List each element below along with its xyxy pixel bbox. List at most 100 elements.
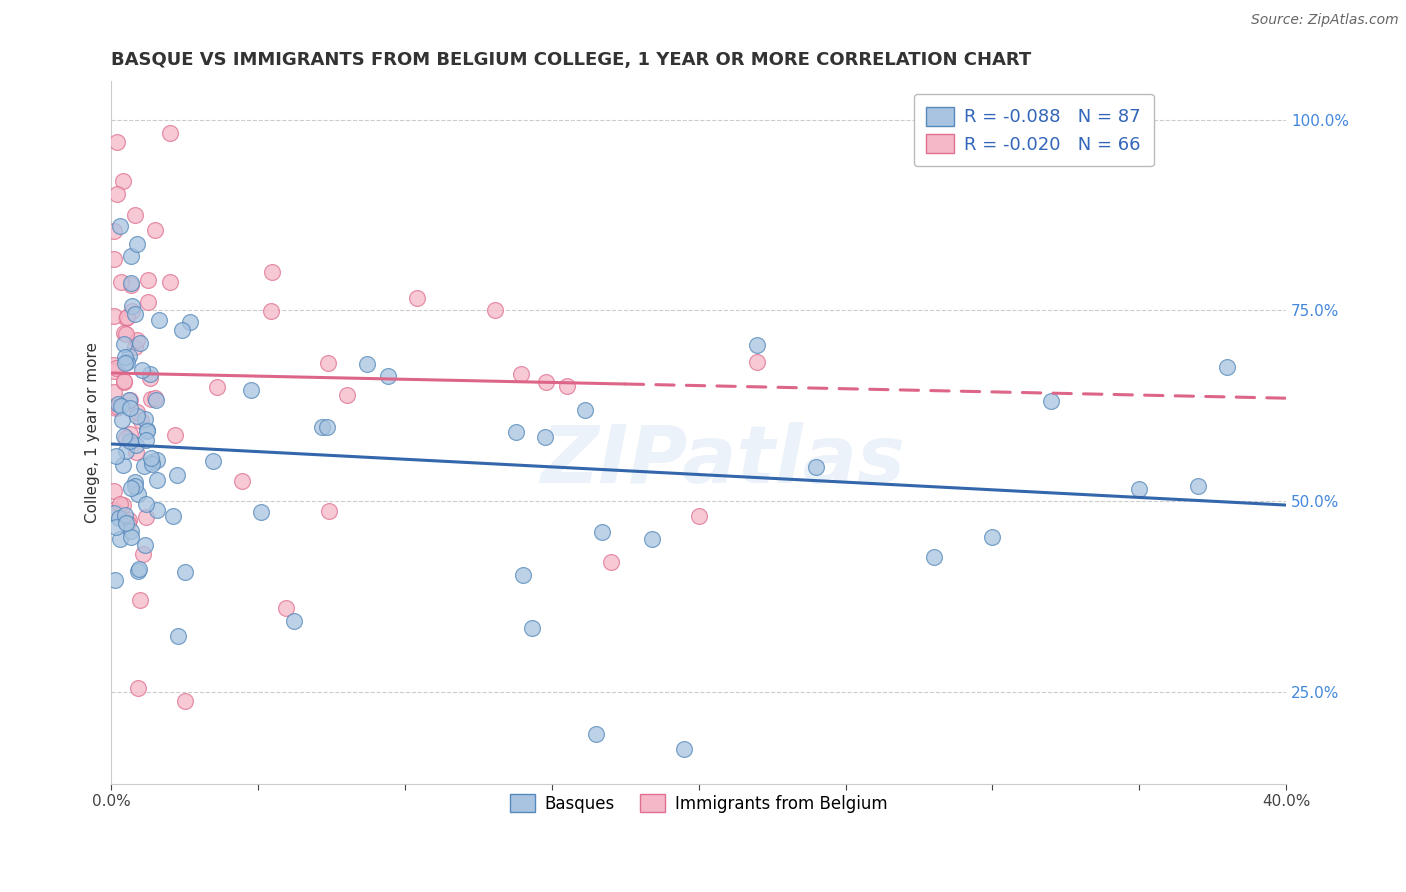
Point (231, 474, 253, 488)
Point (139, 367, 162, 381)
Point (110, 413, 132, 427)
Point (112, 337, 135, 351)
Point (114, 508, 136, 523)
Point (135, 424, 157, 438)
Point (124, 307, 146, 321)
Point (591, 525, 613, 540)
Point (747, 355, 769, 369)
Point (139, 392, 162, 406)
Point (110, 497, 132, 511)
Point (131, 363, 153, 377)
Point (166, 467, 188, 482)
Point (283, 614, 305, 628)
Point (276, 600, 298, 615)
Point (574, 403, 596, 417)
Point (135, 510, 157, 524)
Point (121, 303, 143, 318)
Point (688, 508, 710, 523)
Point (125, 333, 148, 347)
Point (981, 530, 1004, 544)
Point (118, 393, 141, 408)
Point (103, 506, 125, 520)
Point (125, 236, 148, 251)
Point (520, 621, 543, 635)
Point (124, 340, 146, 354)
Point (534, 430, 557, 444)
Point (202, 454, 225, 468)
Point (111, 498, 134, 512)
Point (105, 186, 128, 201)
Point (128, 336, 150, 351)
Point (505, 425, 527, 440)
Point (115, 310, 138, 325)
Point (159, 126, 181, 140)
Point (120, 426, 142, 441)
Point (112, 375, 135, 389)
Point (124, 479, 146, 493)
Point (747, 338, 769, 352)
Point (110, 532, 132, 546)
Point (103, 358, 125, 372)
Point (114, 350, 136, 364)
Point (103, 252, 125, 266)
Point (640, 532, 662, 546)
Point (127, 681, 149, 696)
Point (128, 593, 150, 607)
Point (139, 371, 162, 385)
Point (127, 487, 149, 501)
Point (159, 275, 181, 289)
Point (114, 326, 136, 340)
Point (103, 309, 125, 323)
Point (115, 310, 138, 325)
Point (115, 355, 138, 369)
Point (118, 392, 141, 407)
Point (125, 445, 148, 459)
Point (103, 483, 125, 498)
Text: Source: ZipAtlas.com: Source: ZipAtlas.com (1251, 13, 1399, 28)
Point (484, 302, 506, 317)
Point (141, 457, 163, 471)
Point (112, 428, 135, 442)
Point (107, 397, 129, 411)
Point (129, 414, 152, 428)
Text: BASQUE VS IMMIGRANTS FROM BELGIUM COLLEGE, 1 YEAR OR MORE CORRELATION CHART: BASQUE VS IMMIGRANTS FROM BELGIUM COLLEG… (111, 51, 1032, 69)
Point (104, 449, 127, 463)
Point (239, 383, 262, 397)
Point (115, 516, 138, 530)
Point (318, 504, 340, 518)
Point (124, 208, 146, 222)
Point (134, 411, 156, 425)
Point (146, 503, 169, 517)
Point (117, 516, 139, 531)
Point (1216, 359, 1239, 374)
Point (145, 223, 167, 237)
Point (135, 497, 157, 511)
Legend: Basques, Immigrants from Belgium: Basques, Immigrants from Belgium (498, 782, 900, 824)
Point (120, 524, 142, 538)
Point (356, 357, 378, 371)
Point (135, 423, 157, 437)
Point (249, 505, 271, 519)
Point (105, 401, 128, 416)
Point (207, 380, 229, 394)
Point (103, 385, 125, 400)
Point (134, 538, 156, 552)
Point (128, 562, 150, 576)
Point (922, 549, 945, 564)
Point (1128, 482, 1150, 496)
Point (121, 299, 143, 313)
Point (162, 509, 184, 524)
Point (179, 315, 201, 329)
Point (104, 520, 127, 534)
Point (132, 459, 155, 474)
Point (120, 481, 142, 495)
Point (139, 450, 162, 465)
Point (110, 399, 132, 413)
Point (132, 547, 155, 561)
Point (120, 401, 142, 415)
Point (136, 273, 159, 287)
Point (804, 459, 827, 474)
Point (172, 323, 194, 337)
Point (145, 393, 167, 408)
Point (115, 326, 138, 341)
